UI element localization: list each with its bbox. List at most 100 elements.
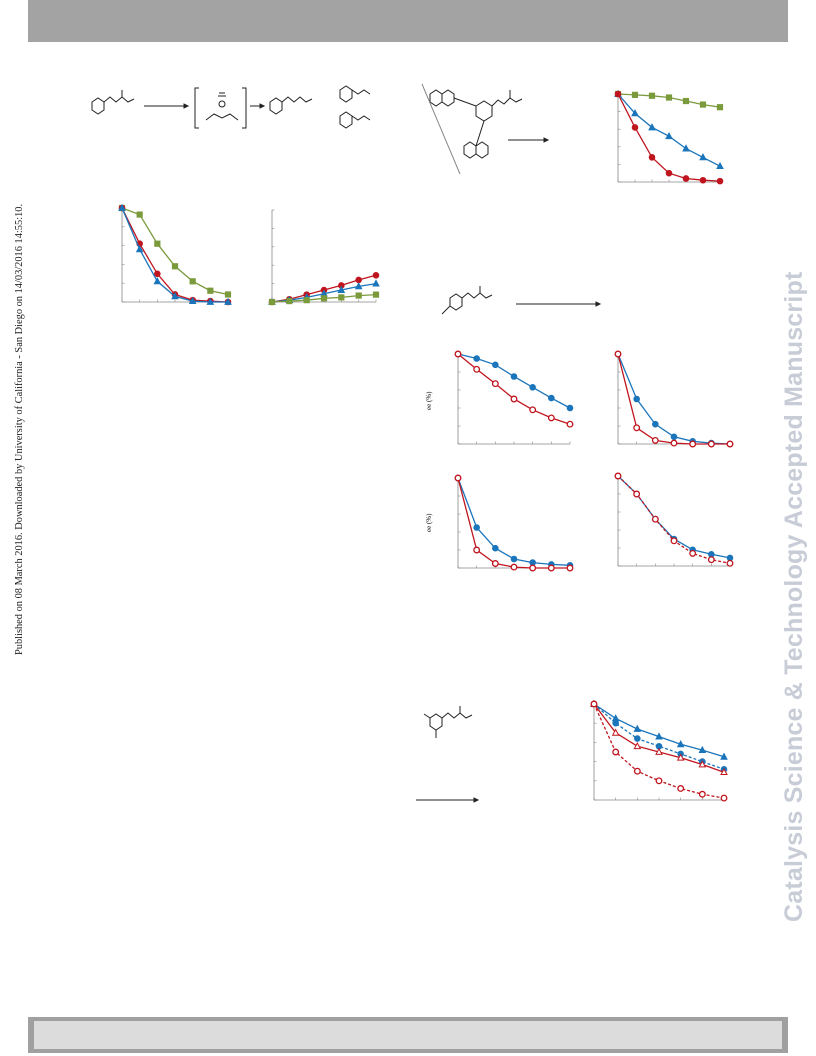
data-point-s0-6 xyxy=(720,752,728,760)
footer-bar-inner xyxy=(34,1021,782,1049)
data-point-s2-4 xyxy=(338,294,345,301)
data-point-s0-2 xyxy=(154,240,161,247)
scheme-top-right xyxy=(421,83,550,175)
data-point-s0-4 xyxy=(189,278,196,285)
chart-middle-1 xyxy=(454,350,574,445)
data-point-s1-4 xyxy=(689,440,697,448)
aryl-ring-middle xyxy=(449,293,463,311)
data-point-s1-2 xyxy=(651,515,659,523)
data-point-s2-0 xyxy=(268,298,276,306)
naphthyl-ring-2 xyxy=(463,141,477,159)
data-point-s0-1 xyxy=(136,211,143,218)
data-point-s1-3 xyxy=(670,537,678,545)
data-point-s1-6 xyxy=(372,279,380,287)
data-point-s2-1 xyxy=(611,728,620,736)
data-point-s1-4 xyxy=(682,144,690,152)
data-point-s2-3 xyxy=(665,169,673,177)
data-point-s1-0 xyxy=(454,350,462,358)
data-point-s2-2 xyxy=(633,741,642,750)
data-point-s1-3 xyxy=(670,439,678,447)
data-point-s0-3 xyxy=(171,263,179,270)
data-point-s1-6 xyxy=(726,440,734,448)
data-point-s1-0 xyxy=(614,472,622,480)
data-point-s2-3 xyxy=(171,292,179,300)
data-point-s0-5 xyxy=(699,101,707,108)
data-point-s0-2 xyxy=(648,92,656,99)
data-point-s0-2 xyxy=(633,724,642,732)
data-point-s1-6 xyxy=(566,420,574,428)
data-point-s1-2 xyxy=(154,270,161,278)
data-point-s0-6 xyxy=(566,404,574,412)
data-point-s2-5 xyxy=(698,760,707,768)
data-point-s1-2 xyxy=(648,123,656,131)
data-point-s1-6 xyxy=(716,161,724,170)
series-line-1 xyxy=(617,475,731,564)
data-point-s1-6 xyxy=(566,564,574,572)
data-point-s1-5 xyxy=(547,414,555,422)
footer-bar xyxy=(28,1017,788,1053)
data-point-s1-0 xyxy=(454,474,462,482)
data-point-s1-2 xyxy=(491,560,499,567)
data-point-s1-5 xyxy=(707,440,715,448)
data-point-s2-5 xyxy=(699,176,707,184)
data-point-s0-4 xyxy=(676,740,685,748)
chart-bottom-right xyxy=(590,700,728,802)
benzene-ring xyxy=(91,97,105,115)
data-point-s0-1 xyxy=(631,91,639,98)
data-point-s3-5 xyxy=(698,790,706,798)
data-point-s1-1 xyxy=(612,719,619,727)
alkene-chain xyxy=(103,96,135,103)
aryl-ring-bottom xyxy=(429,713,443,731)
data-point-s2-2 xyxy=(648,154,656,161)
data-point-s0-6 xyxy=(716,104,724,111)
data-point-s2-3 xyxy=(320,295,328,302)
data-point-s1-4 xyxy=(689,549,697,557)
data-point-s1-2 xyxy=(651,436,659,444)
data-point-s3-6 xyxy=(720,794,728,802)
data-point-s0-3 xyxy=(665,94,673,101)
benzene-ring-2 xyxy=(269,97,283,115)
chart-top-left-b xyxy=(268,209,380,306)
data-point-s2-3 xyxy=(655,747,663,755)
data-point-s2-1 xyxy=(135,245,144,253)
chart-middle-2 xyxy=(614,350,734,448)
data-point-s0-3 xyxy=(510,555,518,563)
chart-middle-4 xyxy=(614,472,734,567)
data-point-s2-4 xyxy=(676,753,685,761)
data-point-s1-6 xyxy=(726,559,734,567)
data-point-s2-2 xyxy=(303,297,310,304)
watermark-text: Catalysis Science & Technology Accepted … xyxy=(780,271,808,922)
data-point-s0-5 xyxy=(207,287,214,294)
bracket-right xyxy=(242,87,247,129)
data-point-s0-6 xyxy=(372,272,380,279)
data-point-s1-1 xyxy=(633,424,641,432)
data-point-s0-6 xyxy=(224,291,232,298)
watermark: Catalysis Science & Technology Accepted … xyxy=(780,130,816,922)
data-point-s2-6 xyxy=(372,291,380,298)
series-line-1 xyxy=(457,353,571,425)
data-point-s2-5 xyxy=(355,292,362,299)
ylabel-middle-1: ee (%) xyxy=(425,391,433,410)
data-point-s1-3 xyxy=(510,563,518,571)
data-point-s0-5 xyxy=(548,394,555,402)
data-point-s2-1 xyxy=(286,297,293,305)
data-point-s2-6 xyxy=(716,177,724,185)
data-point-s1-1 xyxy=(631,109,639,117)
scheme-top-left xyxy=(91,85,371,129)
chart-middle-3 xyxy=(454,474,574,572)
data-point-s1-1 xyxy=(473,365,481,373)
publication-note-text: Published on 08 March 2016. Downloaded b… xyxy=(14,203,25,655)
data-point-s0-3 xyxy=(655,732,663,740)
chart-top-right xyxy=(614,90,724,185)
data-point-s1-2 xyxy=(634,735,641,742)
data-point-s0-2 xyxy=(652,420,659,428)
bracket-left xyxy=(194,87,199,129)
data-point-s2-4 xyxy=(188,296,197,304)
data-point-s0-5 xyxy=(698,745,707,753)
data-point-s0-4 xyxy=(529,384,536,391)
data-point-s2-2 xyxy=(153,277,162,285)
data-point-s3-4 xyxy=(677,785,685,792)
benzene-ring-4 xyxy=(339,111,353,129)
data-point-s2-6 xyxy=(224,297,232,305)
data-point-s1-5 xyxy=(354,282,363,290)
